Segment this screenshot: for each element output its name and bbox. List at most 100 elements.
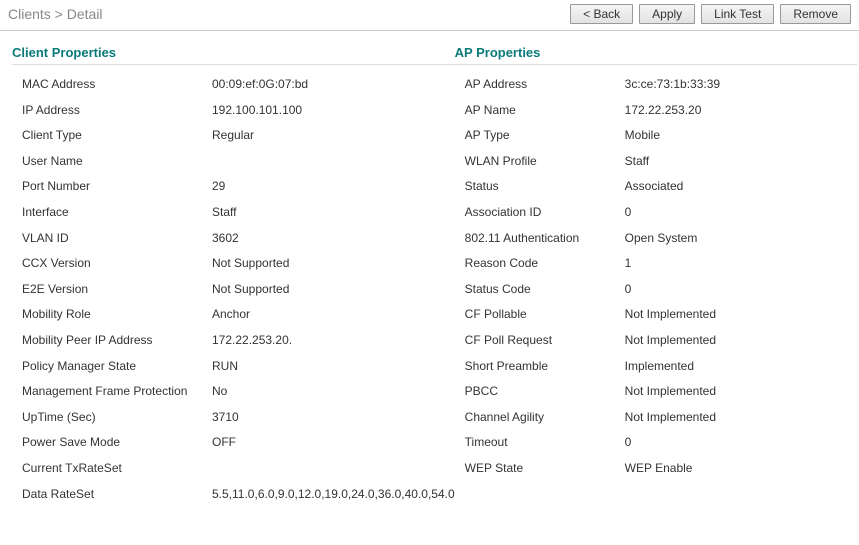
label-cf-poll-request: CF Poll Request: [465, 333, 625, 349]
value-ap-name: 172.22.253.20: [625, 103, 858, 119]
row-auth: 802.11 Authentication Open System: [455, 231, 858, 247]
value-ap-type: Mobile: [625, 128, 858, 144]
value-wlan-profile: Staff: [625, 154, 858, 170]
value-uptime: 3710: [212, 410, 455, 426]
client-properties-column: Client Properties MAC Address 00:09:ef:0…: [12, 45, 455, 512]
row-wep-state: WEP State WEP Enable: [455, 461, 858, 477]
label-current-tx-rate-set: Current TxRateSet: [22, 461, 212, 477]
label-status: Status: [465, 179, 625, 195]
label-data-rate-set: Data RateSet: [22, 487, 212, 503]
label-reason-code: Reason Code: [465, 256, 625, 272]
row-short-preamble: Short Preamble Implemented: [455, 359, 858, 375]
row-e2e-version: E2E Version Not Supported: [12, 282, 455, 298]
value-ccx-version: Not Supported: [212, 256, 455, 272]
row-policy-manager-state: Policy Manager State RUN: [12, 359, 455, 375]
value-cf-pollable: Not Implemented: [625, 307, 858, 323]
label-user-name: User Name: [22, 154, 212, 170]
label-wep-state: WEP State: [465, 461, 625, 477]
value-client-type: Regular: [212, 128, 455, 144]
value-mobility-role: Anchor: [212, 307, 455, 323]
link-test-button[interactable]: Link Test: [701, 4, 774, 24]
value-mac-address: 00:09:ef:0G:07:bd: [212, 77, 455, 93]
value-mobility-peer-ip: 172.22.253.20.: [212, 333, 455, 349]
remove-button[interactable]: Remove: [780, 4, 851, 24]
label-client-type: Client Type: [22, 128, 212, 144]
row-current-tx-rate-set: Current TxRateSet: [12, 461, 455, 477]
value-port-number: 29: [212, 179, 455, 195]
label-mobility-role: Mobility Role: [22, 307, 212, 323]
row-status: Status Associated: [455, 179, 858, 195]
value-association-id: 0: [625, 205, 858, 221]
row-status-code: Status Code 0: [455, 282, 858, 298]
label-association-id: Association ID: [465, 205, 625, 221]
value-auth: Open System: [625, 231, 858, 247]
apply-button[interactable]: Apply: [639, 4, 695, 24]
row-mobility-peer-ip: Mobility Peer IP Address 172.22.253.20.: [12, 333, 455, 349]
label-cf-pollable: CF Pollable: [465, 307, 625, 323]
row-wlan-profile: WLAN Profile Staff: [455, 154, 858, 170]
row-reason-code: Reason Code 1: [455, 256, 858, 272]
label-status-code: Status Code: [465, 282, 625, 298]
value-vlan-id: 3602: [212, 231, 455, 247]
label-policy-manager-state: Policy Manager State: [22, 359, 212, 375]
label-ap-type: AP Type: [465, 128, 625, 144]
label-mobility-peer-ip: Mobility Peer IP Address: [22, 333, 212, 349]
label-short-preamble: Short Preamble: [465, 359, 625, 375]
value-status: Associated: [625, 179, 858, 195]
value-reason-code: 1: [625, 256, 858, 272]
label-pbcc: PBCC: [465, 384, 625, 400]
label-mgmt-frame-protection: Management Frame Protection: [22, 384, 212, 400]
value-status-code: 0: [625, 282, 858, 298]
value-data-rate-set: 5.5,11.0,6.0,9.0,12.0,19.0,24.0,36.0,40.…: [212, 487, 455, 503]
row-mac-address: MAC Address 00:09:ef:0G:07:bd: [12, 77, 455, 93]
row-ap-address: AP Address 3c:ce:73:1b:33:39: [455, 77, 858, 93]
row-cf-poll-request: CF Poll Request Not Implemented: [455, 333, 858, 349]
value-policy-manager-state: RUN: [212, 359, 455, 375]
row-port-number: Port Number 29: [12, 179, 455, 195]
row-interface: Interface Staff: [12, 205, 455, 221]
row-ap-name: AP Name 172.22.253.20: [455, 103, 858, 119]
row-uptime: UpTime (Sec) 3710: [12, 410, 455, 426]
label-auth: 802.11 Authentication: [465, 231, 625, 247]
row-mgmt-frame-protection: Management Frame Protection No: [12, 384, 455, 400]
client-properties-title: Client Properties: [12, 45, 455, 65]
button-row: < Back Apply Link Test Remove: [570, 4, 851, 24]
label-ccx-version: CCX Version: [22, 256, 212, 272]
row-association-id: Association ID 0: [455, 205, 858, 221]
label-e2e-version: E2E Version: [22, 282, 212, 298]
value-short-preamble: Implemented: [625, 359, 858, 375]
value-pbcc: Not Implemented: [625, 384, 858, 400]
label-channel-agility: Channel Agility: [465, 410, 625, 426]
row-cf-pollable: CF Pollable Not Implemented: [455, 307, 858, 323]
back-button[interactable]: < Back: [570, 4, 633, 24]
label-ap-name: AP Name: [465, 103, 625, 119]
ap-properties-column: AP Properties AP Address 3c:ce:73:1b:33:…: [455, 45, 858, 512]
value-mgmt-frame-protection: No: [212, 384, 455, 400]
row-ip-address: IP Address 192.100.101.100: [12, 103, 455, 119]
row-vlan-id: VLAN ID 3602: [12, 231, 455, 247]
label-power-save-mode: Power Save Mode: [22, 435, 212, 451]
value-timeout: 0: [625, 435, 858, 451]
label-interface: Interface: [22, 205, 212, 221]
row-timeout: Timeout 0: [455, 435, 858, 451]
value-channel-agility: Not Implemented: [625, 410, 858, 426]
value-ip-address: 192.100.101.100: [212, 103, 455, 119]
row-pbcc: PBCC Not Implemented: [455, 384, 858, 400]
row-ap-type: AP Type Mobile: [455, 128, 858, 144]
label-ap-address: AP Address: [465, 77, 625, 93]
value-wep-state: WEP Enable: [625, 461, 858, 477]
row-mobility-role: Mobility Role Anchor: [12, 307, 455, 323]
header-bar: Clients > Detail < Back Apply Link Test …: [0, 0, 859, 31]
value-interface: Staff: [212, 205, 455, 221]
label-ip-address: IP Address: [22, 103, 212, 119]
row-client-type: Client Type Regular: [12, 128, 455, 144]
row-ccx-version: CCX Version Not Supported: [12, 256, 455, 272]
value-power-save-mode: OFF: [212, 435, 455, 451]
row-channel-agility: Channel Agility Not Implemented: [455, 410, 858, 426]
value-e2e-version: Not Supported: [212, 282, 455, 298]
main-content: Client Properties MAC Address 00:09:ef:0…: [0, 31, 859, 520]
label-vlan-id: VLAN ID: [22, 231, 212, 247]
row-power-save-mode: Power Save Mode OFF: [12, 435, 455, 451]
ap-properties-title: AP Properties: [455, 45, 858, 65]
label-port-number: Port Number: [22, 179, 212, 195]
